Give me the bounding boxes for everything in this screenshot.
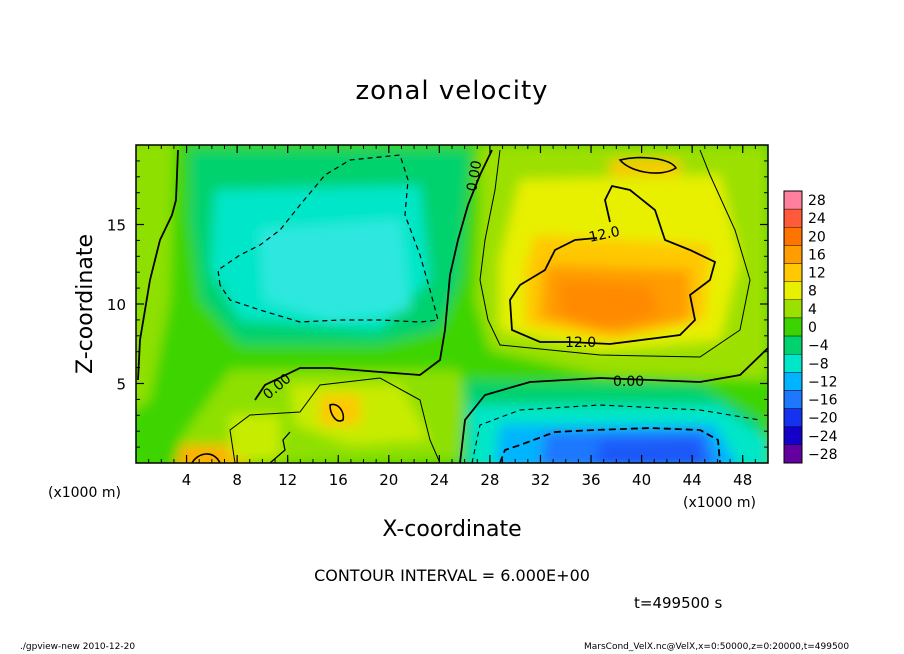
- contour-twelve: [509, 184, 717, 345]
- colorbar-label: −12: [808, 374, 838, 390]
- contour-zero-left: [137, 149, 179, 381]
- contour-zero-lower: [459, 347, 768, 463]
- colorbar-label: 8: [808, 284, 817, 300]
- colorbar-swatch: [783, 390, 803, 409]
- chart-title: zonal velocity: [355, 76, 549, 106]
- contour-label-group: 0.00 0.00 0.00 12.0 12.0: [260, 159, 644, 403]
- colorbar-swatch: [783, 245, 803, 264]
- colorbar-label: −28: [808, 447, 838, 463]
- colorbar-label: 20: [808, 229, 826, 245]
- colorbar-swatch: [783, 408, 803, 427]
- colorbar-swatch: [783, 208, 803, 228]
- contour-label: 0.00: [613, 374, 644, 390]
- contour-lines: [137, 149, 768, 463]
- colorbar-swatch: [783, 299, 803, 319]
- colorbar-swatch: [783, 426, 803, 446]
- x-tick-label: 28: [480, 471, 499, 489]
- x-axis-title: X-coordinate: [382, 517, 521, 542]
- colorbar-label: −24: [808, 429, 838, 445]
- colorbar-swatch: [783, 317, 803, 337]
- x-tick-label: 48: [733, 471, 752, 489]
- contour-negative-lower: [499, 427, 721, 463]
- colorbar-label: −4: [808, 338, 829, 354]
- colorbar-label: −8: [808, 356, 829, 372]
- colorbar-swatch: [783, 335, 803, 355]
- x-tick-label: 44: [683, 471, 702, 489]
- x-tick-label: 40: [632, 471, 651, 489]
- y-tick-label: 5: [116, 376, 126, 394]
- contour-upper-right-small: [618, 156, 678, 174]
- contour-thin-six: [479, 149, 751, 358]
- y-axis-title: Z-coordinate: [73, 234, 98, 374]
- colorbar-swatch: [783, 227, 803, 246]
- x-tick-label: 36: [581, 471, 600, 489]
- x-tick-label: 16: [329, 471, 348, 489]
- contour-label: 12.0: [588, 224, 622, 246]
- contour-lower-left-blob: [329, 403, 345, 422]
- colorbar-label: 12: [808, 266, 826, 282]
- colorbar-label: 24: [808, 211, 826, 227]
- colorbar-swatch: [783, 190, 803, 210]
- colorbar-label: 16: [808, 247, 826, 263]
- contour-label: 0.00: [464, 159, 485, 192]
- x-tick-label: 32: [531, 471, 550, 489]
- footer-right-text: MarsCond_VelX.nc@VelX,x=0:50000,z=0:2000…: [584, 642, 850, 652]
- contour-thin-six-lower: [229, 377, 441, 463]
- x-unit-label-right: (x1000 m): [683, 495, 756, 511]
- x-tick-label: 24: [430, 471, 449, 489]
- x-tick-label: 4: [182, 471, 192, 489]
- colorbar-swatch: [783, 263, 803, 282]
- y-tick-label: 10: [107, 296, 126, 314]
- footer-left-text: ./gpview-new 2010-12-20: [20, 642, 136, 652]
- colorbar-label: 0: [808, 320, 817, 336]
- contour-negative-upper: [217, 154, 439, 323]
- colorbar-swatch: [783, 372, 803, 391]
- colorbar-frame: [783, 190, 803, 464]
- colorbar-swatch: [783, 444, 803, 464]
- heatmap-field: [136, 145, 768, 463]
- colorbar-label: −16: [808, 393, 838, 409]
- contour-zero-middle: [254, 149, 493, 401]
- colorbar-swatch: [783, 354, 803, 373]
- contour-lower-left-small: [191, 453, 221, 463]
- colorbar-label: −20: [808, 411, 838, 427]
- x-tick-label: 8: [232, 471, 242, 489]
- contour-negative-lower-thin: [471, 404, 761, 463]
- x-unit-label-left: (x1000 m): [48, 485, 121, 501]
- colorbar-label: 28: [808, 193, 826, 209]
- time-label: t=499500 s: [634, 594, 723, 612]
- colorbar-swatch: [783, 281, 803, 300]
- colorbar-label: 4: [808, 302, 817, 318]
- x-tick-label: 12: [278, 471, 297, 489]
- contour-lower-left-8: [269, 431, 291, 463]
- contour-interval-label: CONTOUR INTERVAL = 6.000E+00: [314, 566, 590, 585]
- y-tick-label: 15: [107, 217, 126, 235]
- x-tick-label: 20: [379, 471, 398, 489]
- colorbar: 28 24 20 16 12 8 4 0 −4 −8 −12 −16 −20 −24 −28: [783, 190, 838, 464]
- contour-label: 12.0: [565, 335, 596, 351]
